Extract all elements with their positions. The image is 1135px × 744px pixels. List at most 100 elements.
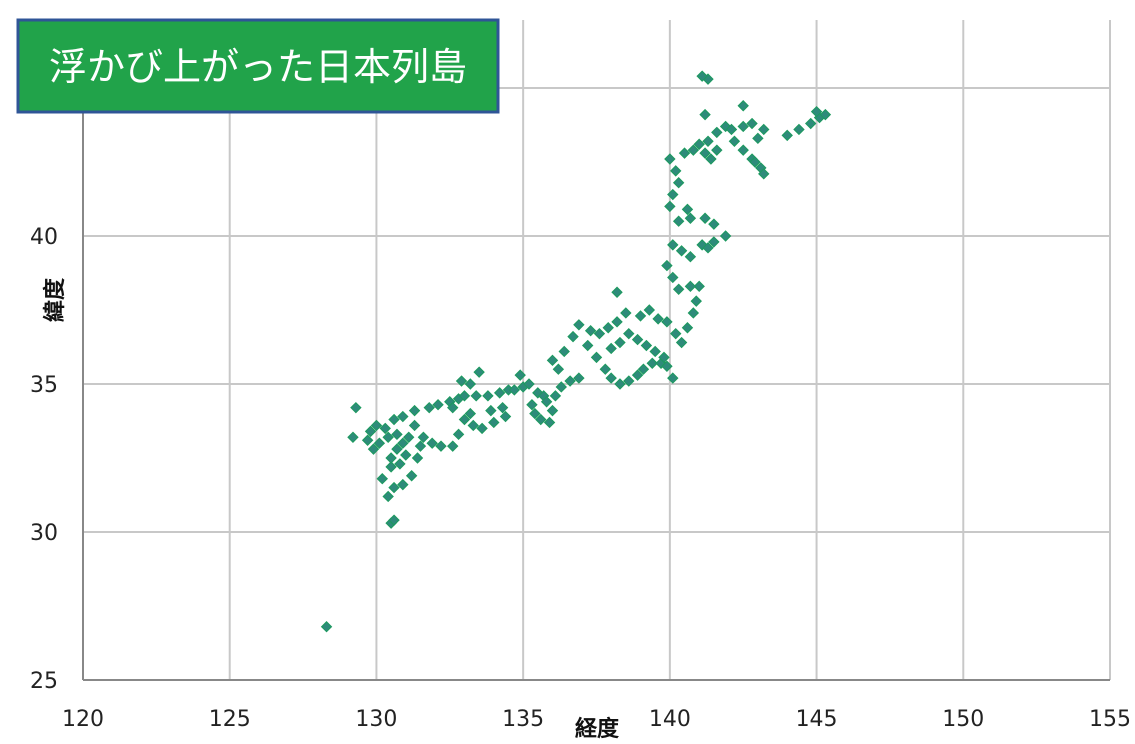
data-point xyxy=(382,490,394,503)
data-point xyxy=(476,422,488,435)
data-point xyxy=(385,452,397,464)
data-point xyxy=(426,437,438,449)
data-point xyxy=(455,375,468,387)
y-tick-label: 25 xyxy=(30,669,58,694)
data-point xyxy=(693,138,705,150)
data-point xyxy=(564,375,576,387)
data-point xyxy=(804,117,817,130)
data-point xyxy=(447,401,459,414)
data-point xyxy=(819,108,832,121)
data-point xyxy=(637,363,650,375)
data-point xyxy=(687,307,700,319)
data-point xyxy=(684,212,697,224)
data-point xyxy=(614,336,626,349)
y-tick-label: 40 xyxy=(30,225,58,250)
data-point xyxy=(464,407,477,420)
data-point xyxy=(385,461,397,473)
data-point xyxy=(749,156,761,168)
data-point xyxy=(699,147,711,159)
data-point xyxy=(593,327,606,340)
data-point xyxy=(602,322,614,334)
x-tick-label: 130 xyxy=(355,707,397,732)
data-point xyxy=(681,322,694,334)
data-point xyxy=(623,327,635,340)
data-point xyxy=(485,404,497,417)
data-point xyxy=(379,422,391,435)
data-point xyxy=(458,390,471,402)
data-point xyxy=(678,147,691,159)
data-point xyxy=(388,413,400,426)
data-point xyxy=(702,135,714,147)
x-axis-title: 経度 xyxy=(575,716,620,742)
data-point xyxy=(687,144,700,156)
data-point xyxy=(397,410,409,423)
y-tick-label: 35 xyxy=(30,373,58,398)
data-point xyxy=(652,313,664,325)
data-point xyxy=(658,351,670,364)
data-point xyxy=(737,144,749,156)
data-point xyxy=(482,390,494,402)
data-point xyxy=(388,514,400,526)
data-point xyxy=(690,295,702,307)
data-point xyxy=(675,245,688,257)
data-point xyxy=(670,327,682,340)
data-point xyxy=(391,428,403,441)
y-tick-label: 30 xyxy=(30,521,58,546)
data-point xyxy=(699,108,711,121)
data-point xyxy=(470,390,482,402)
data-point xyxy=(670,165,682,177)
data-point xyxy=(488,416,500,429)
data-point xyxy=(719,230,732,242)
data-point xyxy=(661,259,673,272)
x-tick-label: 120 xyxy=(62,707,104,732)
data-point xyxy=(620,307,632,319)
data-point xyxy=(634,310,647,322)
data-point xyxy=(493,387,506,399)
data-point xyxy=(672,215,685,227)
data-point xyxy=(664,153,676,165)
data-point xyxy=(535,413,547,426)
data-point xyxy=(758,168,770,180)
data-point xyxy=(693,280,705,293)
data-point xyxy=(573,372,585,384)
data-point xyxy=(746,117,758,130)
data-point xyxy=(529,407,541,420)
data-point xyxy=(605,342,617,355)
data-point xyxy=(711,144,723,156)
data-point xyxy=(417,431,430,443)
grid-layer xyxy=(82,20,1111,681)
data-point xyxy=(364,425,377,438)
data-point xyxy=(447,440,459,452)
data-point xyxy=(397,437,409,449)
data-point xyxy=(810,105,823,118)
data-point xyxy=(573,319,585,331)
data-point xyxy=(640,339,653,352)
data-point xyxy=(667,372,679,384)
data-point xyxy=(684,251,697,263)
data-point xyxy=(546,354,559,367)
data-point xyxy=(781,129,793,142)
data-point xyxy=(737,120,749,133)
data-point xyxy=(400,449,412,461)
x-tick-label: 140 xyxy=(649,707,691,732)
data-point xyxy=(752,132,764,145)
data-point xyxy=(611,316,623,328)
data-point xyxy=(705,153,717,165)
data-point xyxy=(725,123,738,136)
data-point xyxy=(408,419,421,432)
data-point xyxy=(370,419,383,432)
data-point xyxy=(350,401,362,414)
data-point xyxy=(623,375,635,387)
data-point xyxy=(423,401,435,414)
data-point xyxy=(397,478,409,491)
data-point xyxy=(667,239,679,251)
data-point xyxy=(394,458,406,470)
data-point xyxy=(558,345,570,358)
data-point xyxy=(793,123,805,136)
data-point xyxy=(643,304,656,316)
data-point xyxy=(411,452,424,464)
data-point xyxy=(473,366,485,378)
data-point xyxy=(432,399,444,411)
data-point xyxy=(728,135,741,147)
